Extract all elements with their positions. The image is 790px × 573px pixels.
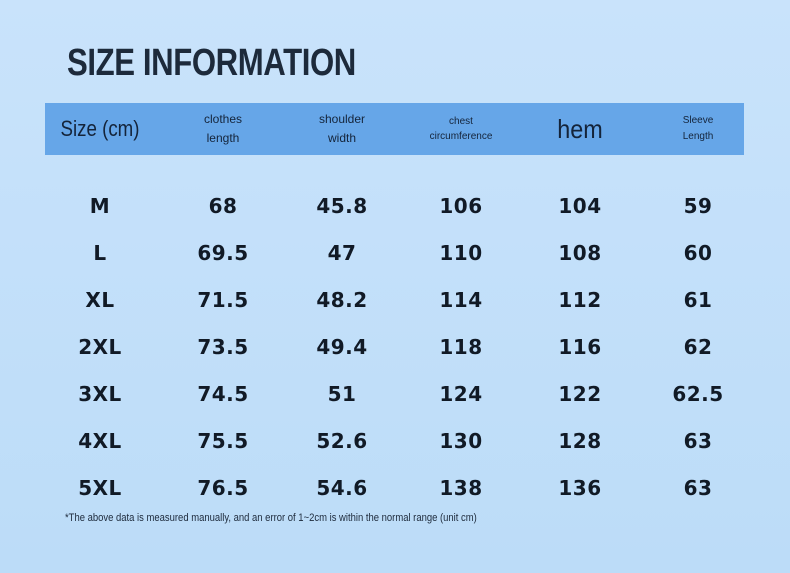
table-cell: 60 [683, 241, 713, 265]
table-cell: 112 [558, 288, 602, 312]
footnote: *The above data is measured manually, an… [65, 512, 477, 524]
table-cell: 52.6 [316, 429, 368, 453]
table-cell: 3XL [78, 382, 122, 406]
table-cell: 74.5 [197, 382, 249, 406]
table-cell: 48.2 [316, 288, 368, 312]
table-cell: 118 [439, 335, 483, 359]
table-cell: 138 [439, 476, 483, 500]
header-cell: hem [557, 113, 603, 144]
table-cell: 73.5 [197, 335, 249, 359]
table-cell: 76.5 [197, 476, 249, 500]
table-cell: 63 [683, 476, 713, 500]
table-cell: 68 [208, 194, 238, 218]
table-cell: 110 [439, 241, 483, 265]
table-cell: 75.5 [197, 429, 249, 453]
table-cell: 69.5 [197, 241, 249, 265]
table-cell: 47 [327, 241, 357, 265]
table-cell: L [93, 241, 107, 265]
table-cell: M [89, 194, 111, 218]
table-cell: 124 [439, 382, 483, 406]
table-cell: 128 [558, 429, 602, 453]
table-cell: 104 [558, 194, 602, 218]
table-cell: 136 [558, 476, 602, 500]
table-cell: 63 [683, 429, 713, 453]
header-cell: Size (cm) [60, 116, 140, 141]
table-cell: 59 [683, 194, 713, 218]
table-cell: 130 [439, 429, 483, 453]
header-cell: clothes length [203, 112, 243, 145]
table-cell: 5XL [78, 476, 122, 500]
table-cell: 2XL [78, 335, 122, 359]
table-cell: 62.5 [672, 382, 724, 406]
table-cell: 54.6 [316, 476, 368, 500]
table-cell: 62 [683, 335, 713, 359]
table-cell: 4XL [78, 429, 122, 453]
table-cell: 71.5 [197, 288, 249, 312]
header-cell: Sleeve Length [682, 115, 714, 142]
header-cell: chest circumference [429, 116, 493, 142]
table-cell: 106 [439, 194, 483, 218]
table-cell: XL [85, 288, 115, 312]
table-cell: 45.8 [316, 194, 368, 218]
header-cell: shoulder width [318, 112, 366, 145]
table-cell: 122 [558, 382, 602, 406]
table-cell: 49.4 [316, 335, 368, 359]
table-cell: 108 [558, 241, 602, 265]
table-cell: 61 [683, 288, 713, 312]
header-bar [45, 103, 744, 155]
table-cell: 51 [327, 382, 357, 406]
table-cell: 116 [558, 335, 602, 359]
table-cell: 114 [439, 288, 483, 312]
title: SIZE INFORMATION [67, 42, 356, 84]
